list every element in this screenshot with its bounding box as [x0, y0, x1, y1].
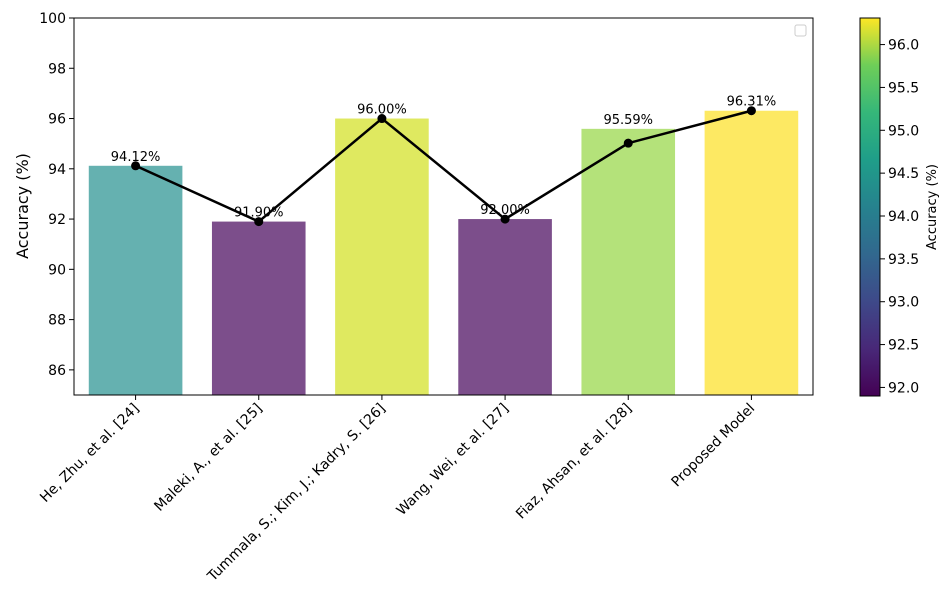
colorbar-label: Accuracy (%) — [925, 164, 940, 250]
line-point — [377, 114, 387, 124]
colorbar-tick-label: 95.5 — [888, 80, 919, 96]
y-tick-label: 86 — [48, 363, 66, 379]
bar — [458, 219, 552, 395]
colorbar-ticks: 92.0 92.5 93.0 93.5 94.0 94.5 95.0 95.5 96.0 — [880, 38, 919, 396]
x-tick-label: He, Zhu, et al. [24] — [37, 401, 142, 506]
colorbar-tick-label: 94.5 — [888, 166, 919, 182]
y-tick-label: 92 — [48, 212, 66, 228]
y-tick-label: 100 — [39, 11, 66, 27]
line-point — [623, 138, 633, 148]
x-tick-label: Maleki, A., et al. [25] — [151, 401, 265, 515]
colorbar — [859, 17, 881, 397]
bar-value-label: 92.00% — [480, 203, 530, 218]
bar — [211, 221, 306, 395]
bar-value-label: 91.90% — [234, 206, 284, 221]
x-tick-label: Proposed Model — [668, 401, 758, 491]
line-point — [131, 161, 141, 171]
line-point — [254, 217, 264, 227]
bar — [704, 110, 799, 395]
y-tick-label: 88 — [48, 313, 66, 329]
colorbar-tick-label: 96.0 — [888, 38, 919, 54]
colorbar-tick-label: 92.5 — [888, 338, 919, 354]
line-point — [746, 106, 756, 116]
y-axis-label: Accuracy (%) — [13, 153, 32, 259]
x-tick-label: Wang, Wei, et al. [27] — [394, 401, 512, 519]
bar-value-label: 96.31% — [727, 95, 777, 110]
bar — [88, 165, 183, 395]
line-point — [500, 214, 510, 224]
bars-layer — [88, 110, 799, 396]
bar-value-label: 94.12% — [111, 150, 161, 165]
y-tick-label: 98 — [48, 61, 66, 77]
x-tick-label: Fiaz, Ahsan, et al. [28] — [513, 401, 635, 523]
bar — [581, 128, 676, 395]
colorbar-tick-label: 95.0 — [888, 123, 919, 139]
legend-box — [794, 24, 807, 37]
y-tick-label: 96 — [48, 112, 66, 128]
bar-value-label: 95.59% — [603, 113, 653, 128]
colorbar-tick-label: 93.0 — [888, 295, 919, 311]
series-line — [135, 109, 752, 223]
bar-labels-layer: 94.12% 91.90% 96.00% 92.00% 95.59% 96.31% — [111, 95, 776, 221]
colorbar-tick-label: 94.0 — [888, 209, 919, 225]
x-axis: He, Zhu, et al. [24] Maleki, A., et al. [… — [37, 395, 758, 585]
y-tick-label: 94 — [48, 162, 66, 178]
y-axis: 86 88 90 92 94 96 98 100 — [39, 11, 74, 379]
y-tick-label: 90 — [48, 262, 66, 278]
line-layer — [131, 106, 756, 227]
plot-frame — [73, 17, 814, 396]
colorbar-tick-label: 92.0 — [888, 380, 919, 396]
bar — [335, 118, 429, 396]
bar-value-label: 96.00% — [357, 103, 407, 118]
colorbar-tick-label: 93.5 — [888, 252, 919, 268]
